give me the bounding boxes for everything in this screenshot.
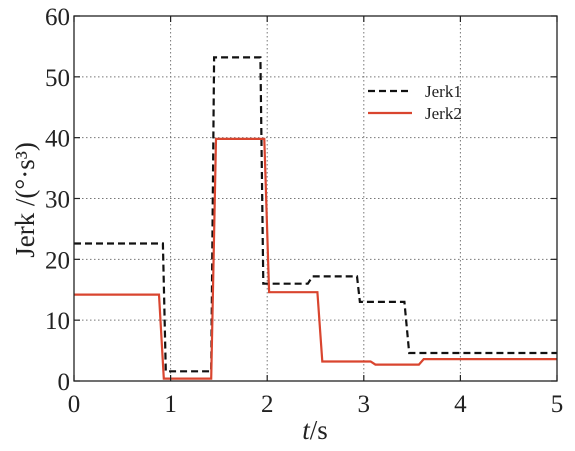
x-tick-label: 1 bbox=[164, 391, 177, 418]
x-axis-title: t/s bbox=[302, 415, 328, 445]
legend-label-jerk1: Jerk1 bbox=[425, 82, 462, 101]
y-tick-label: 20 bbox=[45, 247, 70, 274]
y-tick-label: 0 bbox=[58, 369, 71, 396]
y-tick-label: 60 bbox=[45, 4, 70, 31]
x-tick-label: 3 bbox=[358, 391, 371, 418]
legend: Jerk1 Jerk2 bbox=[368, 82, 462, 123]
y-tick-label: 10 bbox=[45, 308, 70, 335]
x-tick-label: 0 bbox=[68, 391, 81, 418]
series-line-jerk2 bbox=[74, 137, 557, 380]
y-tick-label: 50 bbox=[45, 65, 70, 92]
x-tick-label: 2 bbox=[261, 391, 274, 418]
series-line-jerk1 bbox=[74, 56, 557, 373]
axis-ticks bbox=[73, 15, 558, 382]
series-lines bbox=[74, 56, 557, 380]
y-tick-label: 30 bbox=[45, 187, 70, 214]
x-tick-label: 5 bbox=[551, 391, 564, 418]
x-tick-label: 4 bbox=[454, 391, 467, 418]
grid-lines bbox=[74, 16, 557, 381]
y-tick-label: 40 bbox=[45, 126, 70, 153]
y-axis-title: Jerk /(°·s³) bbox=[10, 142, 40, 258]
legend-label-jerk2: Jerk2 bbox=[425, 104, 462, 123]
